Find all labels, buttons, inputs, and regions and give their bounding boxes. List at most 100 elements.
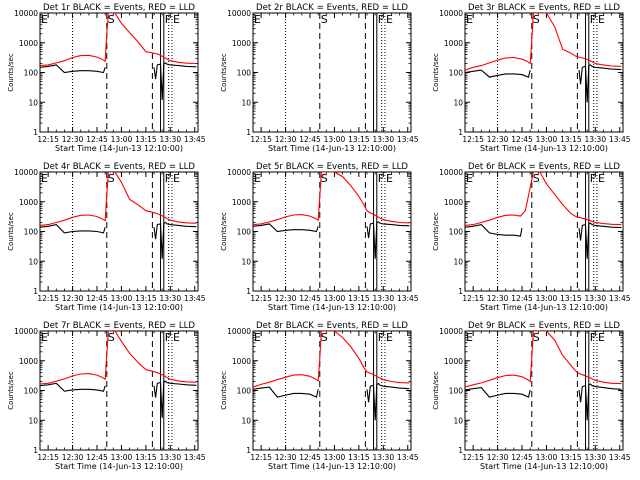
x-tick-label: 13:00 xyxy=(536,453,558,462)
time-marker-label: E xyxy=(173,172,180,185)
panel-7: Det 7r BLACK = Events, RED = LLD 1 10 100 10… xyxy=(7,321,206,471)
y-tick-label: 10000 xyxy=(439,327,463,336)
series-line-events xyxy=(253,221,410,259)
y-tick-label: 1 xyxy=(33,128,38,137)
panel-title: Det 3r BLACK = Events, RED = LLD xyxy=(468,3,620,13)
x-tick-label: 13:45 xyxy=(609,294,631,303)
plot-frame xyxy=(252,330,412,451)
x-tick-label: 12:30 xyxy=(487,453,509,462)
time-marker-label: E xyxy=(598,13,605,26)
panel-title: Det 6r BLACK = Events, RED = LLD xyxy=(468,162,620,172)
x-axis-label: Start Time (14-Jun-13 12:10:00) xyxy=(268,144,396,153)
panel-1: Det 1r BLACK = Events, RED = LLD 1 10 100 10… xyxy=(7,3,206,153)
x-tick-label: 13:00 xyxy=(536,135,558,144)
x-axis-label: Start Time (14-Jun-13 12:10:00) xyxy=(55,462,183,471)
y-tick-label: 10000 xyxy=(227,9,251,18)
y-tick-label: 100 xyxy=(449,387,464,396)
x-tick-label: 13:00 xyxy=(324,453,346,462)
time-marker-label: S xyxy=(533,13,540,26)
y-tick-label: 100 xyxy=(449,228,464,237)
time-marker-label: E xyxy=(173,331,180,344)
x-tick-label: 13:45 xyxy=(184,294,206,303)
y-tick-label: 1 xyxy=(33,446,38,455)
y-tick-label: 1 xyxy=(246,128,251,137)
x-tick-label: 12:45 xyxy=(511,453,533,462)
y-tick-label: 1000 xyxy=(232,357,251,366)
y-tick-label: 10 xyxy=(453,257,463,266)
x-tick-label: 12:45 xyxy=(299,294,321,303)
x-tick-label: 12:45 xyxy=(86,135,108,144)
x-tick-label: 13:30 xyxy=(159,135,181,144)
series-line-lld xyxy=(465,172,622,226)
time-marker-label: F xyxy=(165,331,171,344)
x-tick-label: 13:15 xyxy=(348,294,370,303)
x-tick-label: 12:15 xyxy=(37,294,59,303)
time-marker-label: F xyxy=(378,172,384,185)
time-marker-label: F xyxy=(165,172,171,185)
series-line-events xyxy=(465,222,622,259)
y-tick-label: 10000 xyxy=(227,327,251,336)
y-tick-label: 1000 xyxy=(444,39,463,48)
time-marker-label: E xyxy=(466,13,473,26)
time-marker-label: E xyxy=(466,331,473,344)
series-group xyxy=(465,172,622,259)
x-tick-label: 13:00 xyxy=(536,294,558,303)
y-tick-label: 1 xyxy=(246,446,251,455)
y-tick-label: 100 xyxy=(237,228,252,237)
series-line-events xyxy=(465,64,622,103)
plot-frame xyxy=(464,12,624,133)
x-tick-label: 13:00 xyxy=(111,135,133,144)
y-tick-label: 10 xyxy=(28,416,38,425)
x-tick-label: 13:15 xyxy=(348,453,370,462)
x-axis-label: Start Time (14-Jun-13 12:10:00) xyxy=(480,303,608,312)
y-tick-label: 10000 xyxy=(439,9,463,18)
x-tick-label: 12:45 xyxy=(299,135,321,144)
y-axis-label: Counts/sec xyxy=(220,212,228,251)
y-tick-label: 1 xyxy=(458,128,463,137)
series-group xyxy=(40,331,197,418)
time-marker-label: S xyxy=(108,13,115,26)
y-tick-label: 10000 xyxy=(14,327,38,336)
y-tick-label: 100 xyxy=(449,69,464,78)
x-tick-label: 13:45 xyxy=(609,453,631,462)
time-marker-label: E xyxy=(254,331,261,344)
panel-title: Det 7r BLACK = Events, RED = LLD xyxy=(43,321,195,331)
y-axis-label: Counts/sec xyxy=(432,371,440,410)
y-tick-label: 10000 xyxy=(14,168,38,177)
time-marker-label: E xyxy=(466,172,473,185)
y-tick-label: 1000 xyxy=(232,39,251,48)
y-tick-label: 1 xyxy=(458,287,463,296)
x-tick-label: 12:45 xyxy=(299,453,321,462)
y-tick-label: 1000 xyxy=(19,39,38,48)
series-line-lld xyxy=(253,331,410,388)
x-tick-label: 13:00 xyxy=(111,294,133,303)
y-axis-label: Counts/sec xyxy=(220,53,228,92)
y-tick-label: 10 xyxy=(28,257,38,266)
x-tick-label: 12:15 xyxy=(462,453,484,462)
x-tick-label: 13:15 xyxy=(348,135,370,144)
time-marker-label: S xyxy=(321,172,328,185)
y-tick-label: 100 xyxy=(24,69,39,78)
panel-title: Det 1r BLACK = Events, RED = LLD xyxy=(43,3,195,13)
time-marker-label: E xyxy=(173,13,180,26)
x-tick-label: 12:45 xyxy=(511,135,533,144)
series-group xyxy=(253,331,410,421)
series-group xyxy=(465,13,622,103)
x-tick-label: 12:15 xyxy=(462,294,484,303)
y-tick-label: 10 xyxy=(28,98,38,107)
x-tick-label: 13:00 xyxy=(111,453,133,462)
x-tick-label: 13:15 xyxy=(135,294,157,303)
series-line-events xyxy=(40,380,197,418)
y-tick-label: 10000 xyxy=(14,9,38,18)
y-tick-label: 10000 xyxy=(227,168,251,177)
plot-frame xyxy=(464,330,624,451)
time-marker-label: S xyxy=(108,331,115,344)
time-marker-label: S xyxy=(321,13,328,26)
x-tick-label: 13:15 xyxy=(560,453,582,462)
x-axis-label: Start Time (14-Jun-13 12:10:00) xyxy=(480,144,608,153)
series-line-events xyxy=(40,221,197,259)
y-tick-label: 100 xyxy=(24,387,39,396)
panel-title: Det 5r BLACK = Events, RED = LLD xyxy=(256,162,408,172)
y-axis-label: Counts/sec xyxy=(432,53,440,92)
